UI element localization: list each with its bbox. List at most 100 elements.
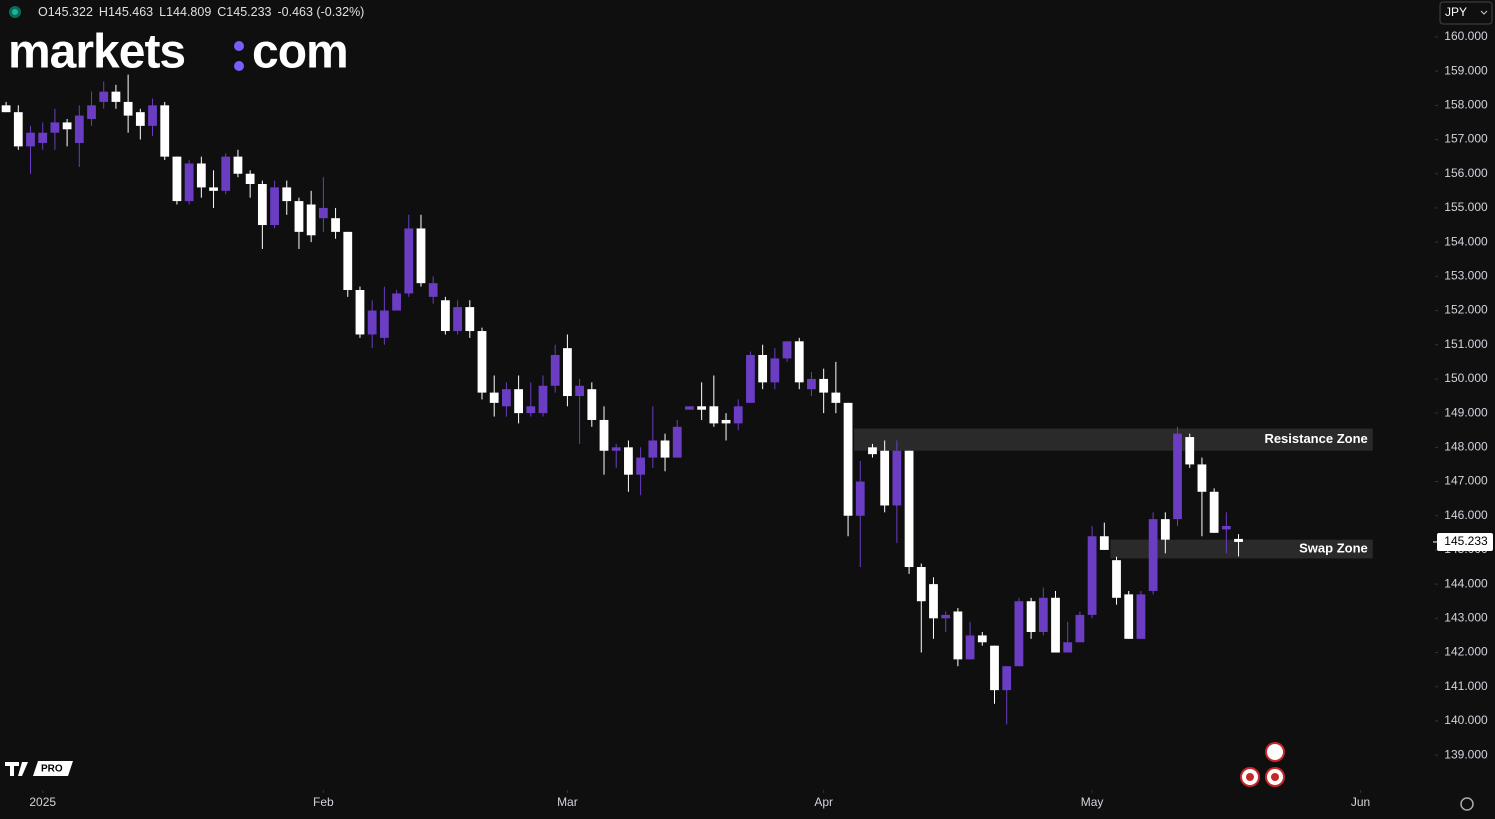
currency-label: JPY xyxy=(1445,5,1467,19)
candle-body xyxy=(379,310,389,338)
candle-body xyxy=(1221,525,1231,530)
candle-body xyxy=(880,450,890,506)
candle-body xyxy=(1075,614,1085,643)
y-tick-label: 149.000 xyxy=(1444,405,1488,419)
candle-body xyxy=(990,645,999,691)
candle-body xyxy=(502,389,511,407)
candle-body xyxy=(74,115,84,143)
ohlc-value: H145.463 xyxy=(99,5,153,19)
candle-body xyxy=(270,187,279,226)
candle-body xyxy=(172,156,182,202)
y-tick-label: 142.000 xyxy=(1444,645,1488,659)
candle-body xyxy=(575,385,585,397)
candle-body xyxy=(1173,433,1182,520)
candle-body xyxy=(1148,519,1158,591)
logo-dot xyxy=(234,41,244,51)
candle-body xyxy=(355,290,365,335)
candle-body xyxy=(465,307,475,332)
candle-body xyxy=(904,450,914,568)
candle-body xyxy=(514,389,523,414)
y-tick-label: 140.000 xyxy=(1444,713,1488,727)
candle-body xyxy=(1234,538,1243,542)
candle-body xyxy=(196,163,206,188)
y-tick-label: 152.000 xyxy=(1444,303,1488,317)
y-tick-label: 150.000 xyxy=(1444,371,1488,385)
candle-body xyxy=(392,293,401,311)
candle-body xyxy=(587,389,597,420)
zone-label: Resistance Zone xyxy=(1264,431,1367,446)
candle-body xyxy=(99,91,109,102)
candle-body xyxy=(526,406,536,414)
x-tick-label: Mar xyxy=(557,795,578,809)
candle-body xyxy=(819,378,829,393)
settings-icon[interactable] xyxy=(1460,797,1474,811)
event-icon[interactable] xyxy=(1265,742,1285,762)
candle-body xyxy=(135,112,145,126)
ohlc-value: O145.322 xyxy=(38,5,93,19)
candle-body xyxy=(746,354,755,403)
x-tick-label: 2025 xyxy=(29,795,56,809)
candle-body xyxy=(1026,601,1036,632)
candle-body xyxy=(758,354,768,383)
candle-body xyxy=(62,122,72,130)
y-tick-label: 151.000 xyxy=(1444,337,1488,351)
candle-body xyxy=(160,105,170,157)
dropdown-arrow xyxy=(1480,10,1488,15)
y-tick-label: 157.000 xyxy=(1444,132,1488,146)
x-tick-label: Jun xyxy=(1351,795,1370,809)
candle-body xyxy=(440,300,450,332)
candle-body xyxy=(282,187,292,202)
candle-body xyxy=(965,635,975,660)
y-tick-label: 139.000 xyxy=(1444,747,1488,761)
logo-dot xyxy=(234,61,244,71)
y-tick-label: 156.000 xyxy=(1444,166,1488,180)
candle-body xyxy=(1197,464,1207,492)
candle-body xyxy=(477,331,487,393)
candle-body xyxy=(306,204,316,236)
candle-body xyxy=(209,187,218,191)
candle-body xyxy=(977,635,987,643)
candle-body xyxy=(843,402,853,516)
y-tick-label: 159.000 xyxy=(1444,63,1488,77)
candle-body xyxy=(453,307,462,332)
event-icon-dot xyxy=(1246,773,1254,781)
candle-body xyxy=(343,231,353,291)
y-tick-label: 143.000 xyxy=(1444,610,1488,624)
tv-logo xyxy=(5,762,28,776)
y-tick-label: 155.000 xyxy=(1444,200,1488,214)
currency-select[interactable] xyxy=(1439,1,1493,25)
candle-body xyxy=(13,112,23,147)
candle-body xyxy=(709,406,719,424)
candle-body xyxy=(367,310,377,335)
y-tick-label: 147.000 xyxy=(1444,474,1488,488)
zone xyxy=(854,428,1373,451)
candle-body xyxy=(233,156,243,174)
candle-body xyxy=(26,132,35,147)
candle-body xyxy=(599,419,609,451)
candle-body xyxy=(941,614,951,619)
candle-body xyxy=(721,419,731,424)
candle-body xyxy=(831,392,841,403)
candle-body xyxy=(257,183,267,226)
candle-body xyxy=(733,406,743,424)
y-tick-label: 144.000 xyxy=(1444,576,1488,590)
x-tick-label: May xyxy=(1081,795,1104,809)
y-tick-label: 154.000 xyxy=(1444,234,1488,248)
candle-body xyxy=(538,385,548,414)
candle-body xyxy=(1,105,11,113)
candle-body xyxy=(1185,437,1195,465)
ohlc-value: C145.233 xyxy=(217,5,271,19)
ohlc-value: -0.463 (-0.32%) xyxy=(278,5,365,19)
candle-body xyxy=(1160,519,1170,540)
candle-body xyxy=(697,406,707,410)
candle-body xyxy=(868,447,877,455)
candle-body xyxy=(87,105,96,120)
last-price-box xyxy=(1437,532,1493,551)
candle-body xyxy=(1014,601,1024,667)
ohlc-value: L144.809 xyxy=(159,5,211,19)
candle-body xyxy=(672,426,682,458)
candle-body xyxy=(929,584,938,619)
y-tick-label: 148.000 xyxy=(1444,439,1488,453)
candle-body xyxy=(660,440,670,458)
